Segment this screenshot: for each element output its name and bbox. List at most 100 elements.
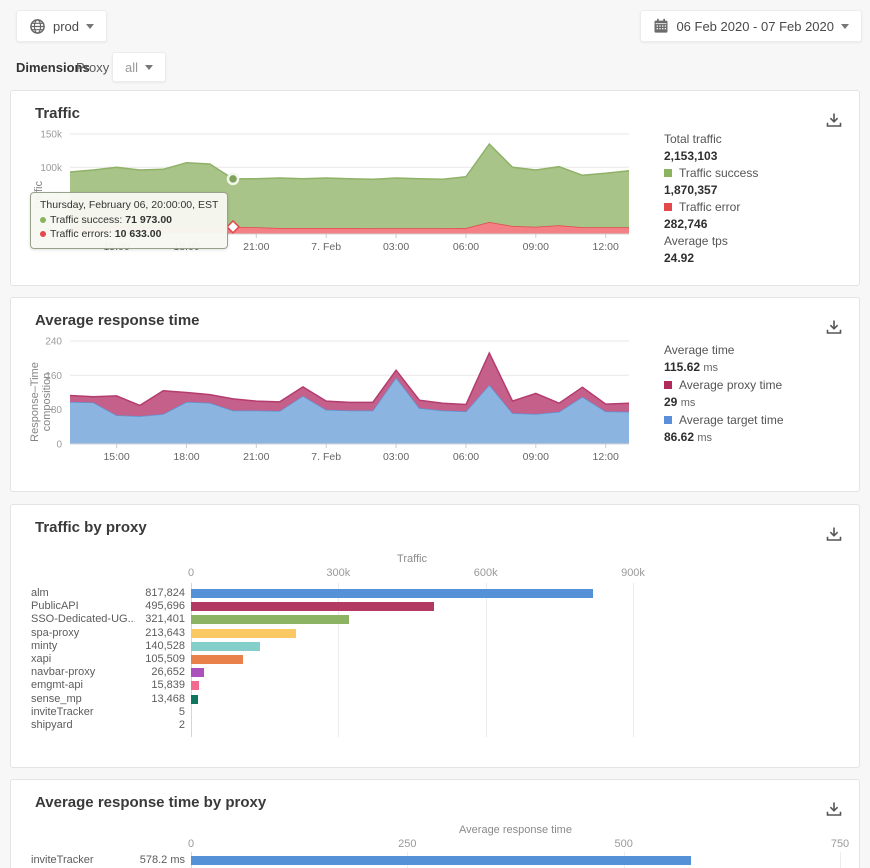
proxy-name: inviteTracker	[31, 854, 94, 866]
stat-label: Average tps	[664, 234, 728, 248]
download-icon	[826, 527, 842, 541]
svg-text:09:00: 09:00	[523, 451, 549, 463]
svg-text:09:00: 09:00	[523, 241, 549, 253]
download-icon	[826, 802, 842, 816]
proxy-bar[interactable]	[191, 602, 435, 612]
proxy-bar[interactable]	[191, 589, 593, 598]
svg-text:18:00: 18:00	[173, 451, 199, 463]
proxy-value: 13,468	[151, 692, 185, 705]
stat-value: 86.62 ms	[664, 430, 713, 444]
bar-row: shipyard 2	[11, 719, 859, 732]
svg-text:100k: 100k	[40, 163, 63, 174]
download-button[interactable]	[825, 111, 843, 129]
bar-row: PublicAPI 495,696	[11, 600, 859, 613]
proxy-bar[interactable]	[191, 615, 349, 625]
stat-label: Average time	[664, 343, 735, 357]
proxy-name: navbar-proxy	[31, 666, 96, 679]
date-range-selector[interactable]: 06 Feb 2020 - 07 Feb 2020	[640, 10, 862, 42]
proxy-value: 5	[178, 705, 185, 718]
axis-tick-label: 900k	[621, 567, 645, 579]
proxy-bar[interactable]	[191, 668, 205, 678]
stat-value: 2,153,103	[664, 149, 718, 163]
proxy-bar[interactable]	[191, 628, 296, 638]
traffic-stats: Total traffic 2,153,103 Traffic success …	[664, 131, 856, 267]
globe-icon	[30, 18, 45, 34]
stat-item: Average proxy time 29 ms	[664, 377, 856, 412]
stat-label[interactable]: Average target time	[664, 412, 856, 429]
stat-item: Traffic error 282,746	[664, 199, 856, 233]
proxy-bar[interactable]	[191, 654, 243, 664]
stat-item: Traffic success 1,870,357	[664, 165, 856, 199]
bar-row: spa-proxy 213,643	[11, 627, 859, 640]
proxy-value: 140,528	[145, 639, 185, 652]
svg-text:7. Feb: 7. Feb	[311, 451, 341, 463]
environment-selector[interactable]: prod	[16, 10, 108, 42]
svg-text:06:00: 06:00	[453, 451, 479, 463]
stat-value: 24.92	[664, 251, 695, 265]
svg-text:12:00: 12:00	[593, 451, 619, 463]
bar-row: emgmt-api 15,839	[11, 679, 859, 692]
svg-text:21:00: 21:00	[243, 241, 269, 253]
tooltip-title: Thursday, February 06, 20:00:00, EST	[40, 199, 219, 211]
axis-tick-label: 0	[187, 838, 195, 850]
traffic-by-proxy-panel: Traffic by proxy Traffic 0 300k 600k 900k a…	[10, 504, 860, 768]
svg-text:160: 160	[45, 371, 62, 382]
x-axis-title: Average response time	[459, 824, 572, 836]
stat-label[interactable]: Traffic error	[664, 199, 856, 216]
proxy-value: 15,839	[151, 679, 185, 692]
stat-label[interactable]: Average proxy time	[664, 377, 856, 394]
proxy-value: 578.2 ms	[139, 854, 185, 866]
response-by-proxy-bars: inviteTracker 578.2 ms	[11, 854, 859, 867]
proxy-bar[interactable]	[191, 681, 199, 691]
legend-swatch	[664, 203, 672, 211]
svg-text:240: 240	[45, 337, 62, 348]
stat-value: 115.62 ms	[664, 360, 719, 374]
chart-tooltip: Thursday, February 06, 20:00:00, EST Tra…	[30, 192, 229, 249]
bar-row: minty 140,528	[11, 640, 859, 653]
legend-swatch	[664, 381, 672, 389]
traffic-by-proxy-bars: alm 817,824 PublicAPI 495,696 SSO-Dedica…	[11, 587, 859, 732]
svg-text:150k: 150k	[40, 130, 63, 141]
proxy-bar[interactable]	[191, 641, 260, 651]
stat-item: Total traffic 2,153,103	[664, 131, 856, 165]
svg-text:7. Feb: 7. Feb	[311, 241, 341, 253]
stat-item: Average tps 24.92	[664, 233, 856, 267]
proxy-bar[interactable]	[191, 694, 198, 704]
proxy-value: 817,824	[145, 587, 185, 599]
proxy-bar[interactable]	[191, 856, 692, 865]
axis-tick-label: 750	[830, 838, 850, 850]
axis-tick-label: 300k	[326, 567, 351, 579]
bar-row: inviteTracker 578.2 ms	[11, 854, 859, 867]
download-button[interactable]	[825, 800, 843, 818]
svg-text:15:00: 15:00	[103, 451, 129, 463]
response-time-area-chart[interactable]: 0 80 160 240 15:00 18:00 21:00 7. Feb 03:00 06:00…	[19, 334, 639, 468]
tooltip-row: Traffic errors: 10 633.00	[40, 227, 218, 242]
svg-text:0: 0	[56, 440, 62, 451]
download-icon	[826, 113, 842, 127]
panel-title: Traffic by proxy	[35, 519, 147, 536]
proxy-name: xapi	[31, 652, 52, 665]
stat-value: 1,870,357	[664, 183, 718, 197]
proxy-name: spa-proxy	[31, 626, 80, 639]
dimension-name: Proxy	[76, 60, 110, 75]
calendar-icon	[654, 18, 668, 33]
x-axis-title: Traffic	[397, 553, 427, 565]
download-button[interactable]	[825, 318, 843, 336]
svg-text:12:00: 12:00	[593, 241, 619, 253]
bar-row: inviteTracker 5	[11, 706, 859, 719]
svg-text:03:00: 03:00	[383, 241, 409, 253]
download-button[interactable]	[825, 525, 843, 543]
download-icon	[826, 320, 842, 334]
stat-label: Total traffic	[664, 132, 722, 146]
chevron-down-icon	[86, 23, 95, 29]
proxy-name: inviteTracker	[31, 705, 94, 718]
bar-row: sense_mp 13,468	[11, 693, 859, 706]
proxy-value: 495,696	[145, 600, 185, 613]
date-range-label: 06 Feb 2020 - 07 Feb 2020	[676, 18, 834, 34]
proxy-filter-dropdown[interactable]: all	[112, 52, 167, 82]
bar-row: alm 817,824	[11, 587, 859, 600]
stat-label[interactable]: Traffic success	[664, 165, 856, 182]
axis-tick-label: 500	[614, 838, 633, 850]
bar-row: navbar-proxy 26,652	[11, 666, 859, 679]
